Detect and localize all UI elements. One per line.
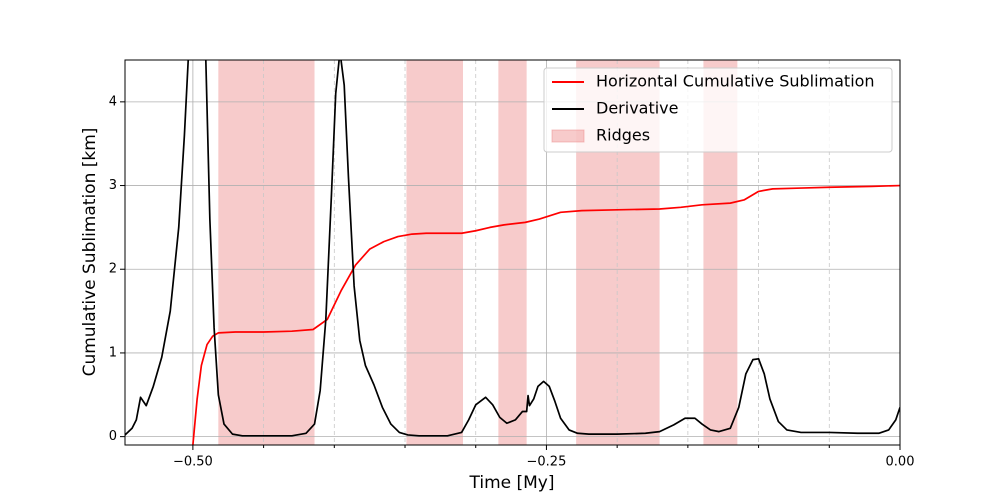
legend: Horizontal Cumulative Sublimation Derivat… [543,67,893,153]
y-tick-label: 4 [109,94,117,109]
plot-frame [124,59,901,446]
y-axis-label: Cumulative Sublimation [km] [80,128,100,377]
y-tick-label: 1 [109,345,117,360]
legend-box [543,67,893,153]
y-tick-label: 2 [109,262,117,277]
x-tick-label: −0.25 [527,455,567,470]
legend-swatch [551,129,585,143]
line-series [125,60,900,437]
axes: −0.50 −0.25 0.00 0 1 2 3 4 [109,59,915,470]
x-tick-label: 0.00 [886,455,915,470]
ridge-span [218,60,315,445]
legend-label: Ridges [596,126,650,145]
legend-label: Horizontal Cumulative Sublimation [596,72,875,91]
line-series [192,184,900,445]
lines [125,60,900,445]
ridge-span [498,60,527,445]
ridge-span [406,60,464,445]
x-axis-label: Time [My] [469,473,555,493]
y-tick-label: 3 [109,178,117,193]
legend-label: Derivative [596,99,679,118]
spans [218,60,738,445]
x-tick-label: −0.50 [173,455,213,470]
y-tick-label: 0 [109,429,117,444]
